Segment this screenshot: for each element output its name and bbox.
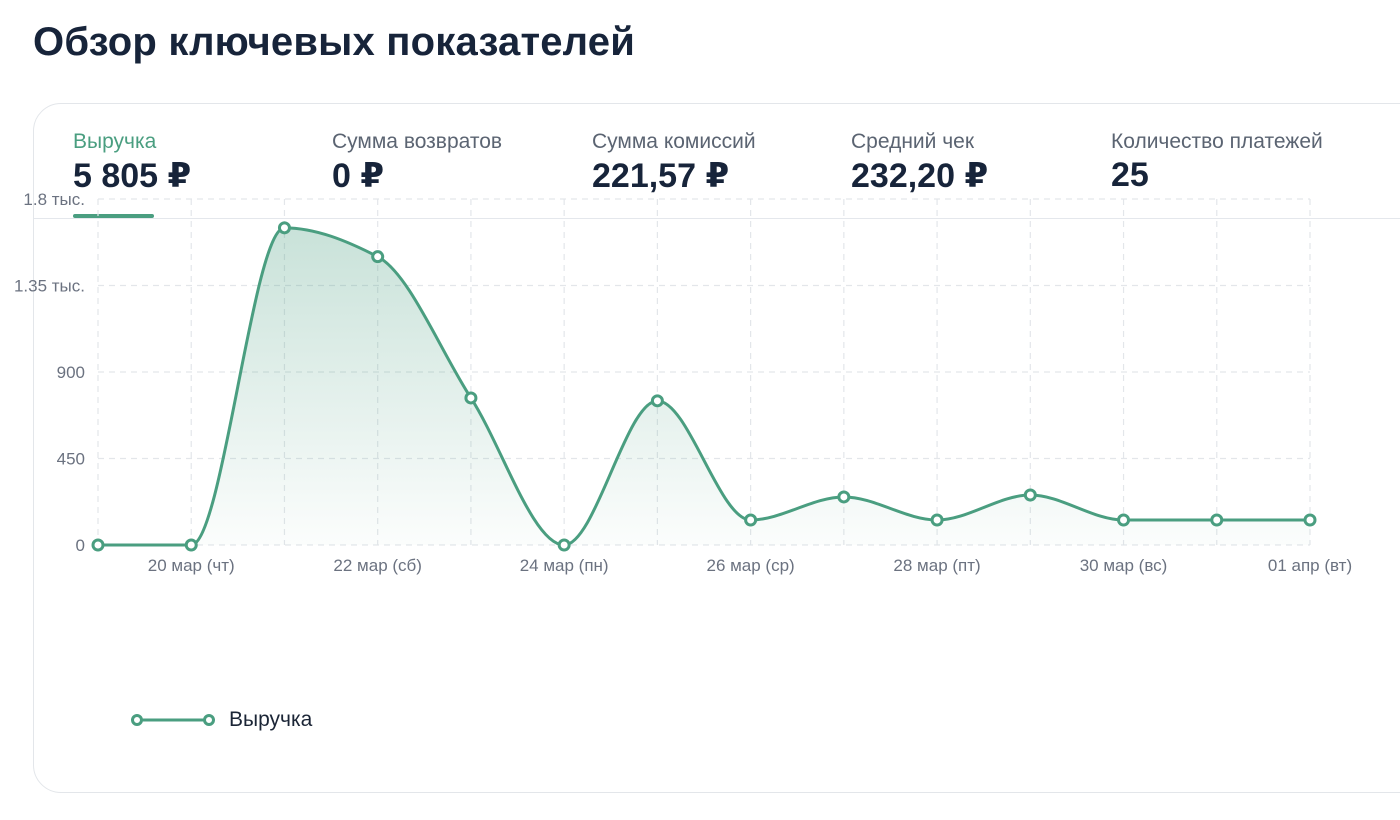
data-point[interactable] [930, 513, 944, 527]
data-point[interactable] [371, 250, 385, 264]
kpi-label: Выручка [73, 130, 157, 153]
data-point[interactable] [277, 221, 291, 235]
kpi-tab-refunds[interactable]: Сумма возвратов 0 ₽ [332, 130, 502, 196]
data-point[interactable] [837, 490, 851, 504]
kpi-tab-revenue[interactable]: Выручка 5 805 ₽ [73, 130, 191, 196]
x-tick-label: 01 апр (вт) [1268, 556, 1352, 575]
chart-area: 0 450 900 1.35 тыс. 1.8 тыс. 20 мар (чт) 22 ма… [14, 190, 1352, 575]
kpi-tab-average-check[interactable]: Средний чек 232,20 ₽ [851, 130, 988, 196]
kpi-label: Сумма комиссий [592, 130, 756, 153]
x-tick-label: 26 мар (ср) [706, 556, 794, 575]
x-tick-label: 30 мар (вс) [1080, 556, 1168, 575]
data-point[interactable] [650, 394, 664, 408]
kpi-card: Выручка 5 805 ₽ Сумма возвратов 0 ₽ Сумм… [33, 103, 1400, 793]
x-tick-label: 28 мар (пт) [893, 556, 980, 575]
data-point[interactable] [184, 538, 198, 552]
legend-line-icon [131, 714, 215, 726]
data-point[interactable] [1023, 488, 1037, 502]
kpi-value: 232,20 ₽ [851, 157, 989, 195]
kpi-value: 25 [1111, 156, 1149, 194]
kpi-value: 5 805 ₽ [73, 157, 192, 195]
data-point[interactable] [744, 513, 758, 527]
y-tick-label: 900 [57, 363, 85, 382]
kpi-value: 221,57 ₽ [592, 157, 730, 195]
kpi-label: Сумма возвратов [332, 130, 503, 153]
kpi-tab-commissions[interactable]: Сумма комиссий 221,57 ₽ [592, 130, 756, 196]
kpi-label: Количество платежей [1111, 130, 1323, 153]
kpi-tab-payments-count[interactable]: Количество платежей 25 [1111, 130, 1323, 195]
y-tick-label: 1.35 тыс. [14, 277, 85, 296]
kpi-tabs: Выручка 5 805 ₽ Сумма возвратов 0 ₽ Сумм… [34, 104, 1400, 219]
series-area-fill [98, 227, 1310, 545]
legend-label: Выручка [229, 708, 313, 731]
x-tick-label: 20 мар (чт) [148, 556, 235, 575]
data-point[interactable] [464, 391, 478, 405]
y-tick-label: 1.8 тыс. [23, 190, 85, 209]
data-point[interactable] [1117, 513, 1131, 527]
y-tick-label: 450 [57, 450, 85, 469]
data-point[interactable] [91, 538, 105, 552]
page-title: Обзор ключевых показателей [33, 20, 635, 64]
kpi-label: Средний чек [851, 130, 975, 153]
kpi-value: 0 ₽ [332, 157, 385, 195]
active-tab-indicator [73, 214, 154, 218]
data-point[interactable] [1303, 513, 1317, 527]
revenue-chart: 0 450 900 1.35 тыс. 1.8 тыс. 20 мар (чт) 22 ма… [14, 190, 1352, 575]
data-point[interactable] [1210, 513, 1224, 527]
x-tick-label: 22 мар (сб) [333, 556, 422, 575]
chart-legend[interactable]: Выручка [131, 708, 312, 732]
data-point[interactable] [557, 538, 571, 552]
y-tick-label: 0 [76, 536, 85, 555]
x-tick-label: 24 мар (пн) [520, 556, 609, 575]
